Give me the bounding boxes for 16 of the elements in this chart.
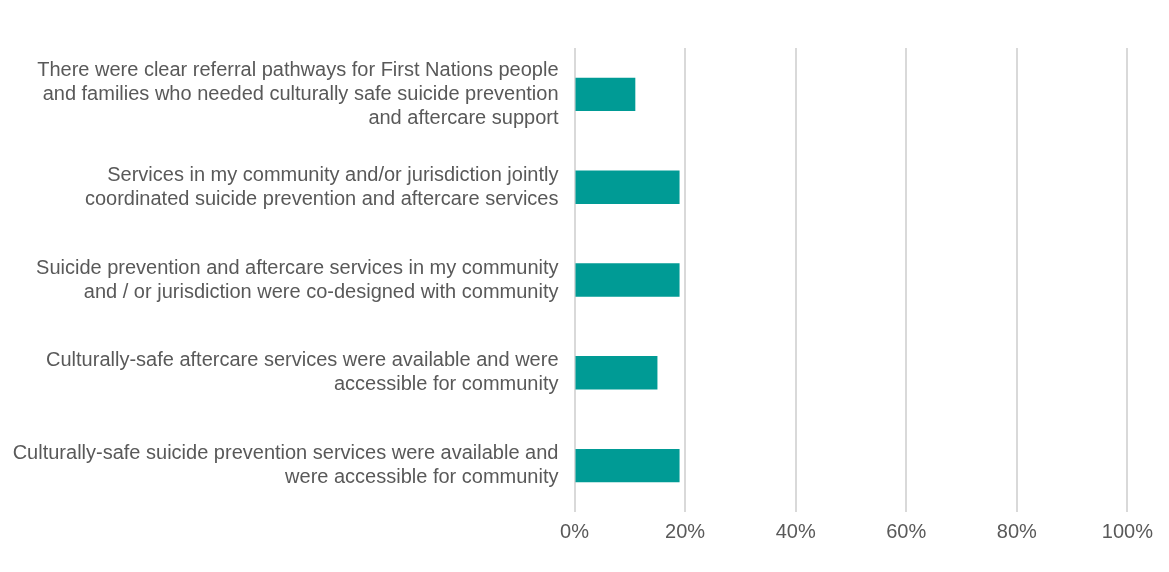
bar [575, 448, 680, 483]
x-tick-label: 80% [996, 519, 1038, 542]
x-tick-label: 100% [1101, 519, 1154, 542]
y-tick-label: Suicide prevention and aftercare services in my community and / or jurisdiction were co-designed with community [36, 255, 559, 302]
y-tick-label: Culturally-safe aftercare services were available and were accessible for community [46, 348, 559, 395]
x-tick-label: 20% [665, 519, 706, 542]
x-tick-label: 40% [775, 519, 816, 542]
y-tick-label: Services in my community and/or jurisdiction jointly coordinated suicide prevention and aftercare services [84, 162, 559, 209]
x-tick-label: 60% [886, 519, 927, 542]
x-tick-label: 0% [560, 519, 590, 542]
y-tick-label: Culturally-safe suicide prevention services were available and were accessible for community [12, 441, 559, 488]
bar [575, 77, 636, 112]
bar [575, 356, 658, 390]
bar [575, 263, 680, 297]
y-tick-label: There were clear referral pathways for First Nations people and families who needed culturally safe suicide prevention and aftercare support [37, 57, 559, 128]
bar [575, 170, 680, 204]
